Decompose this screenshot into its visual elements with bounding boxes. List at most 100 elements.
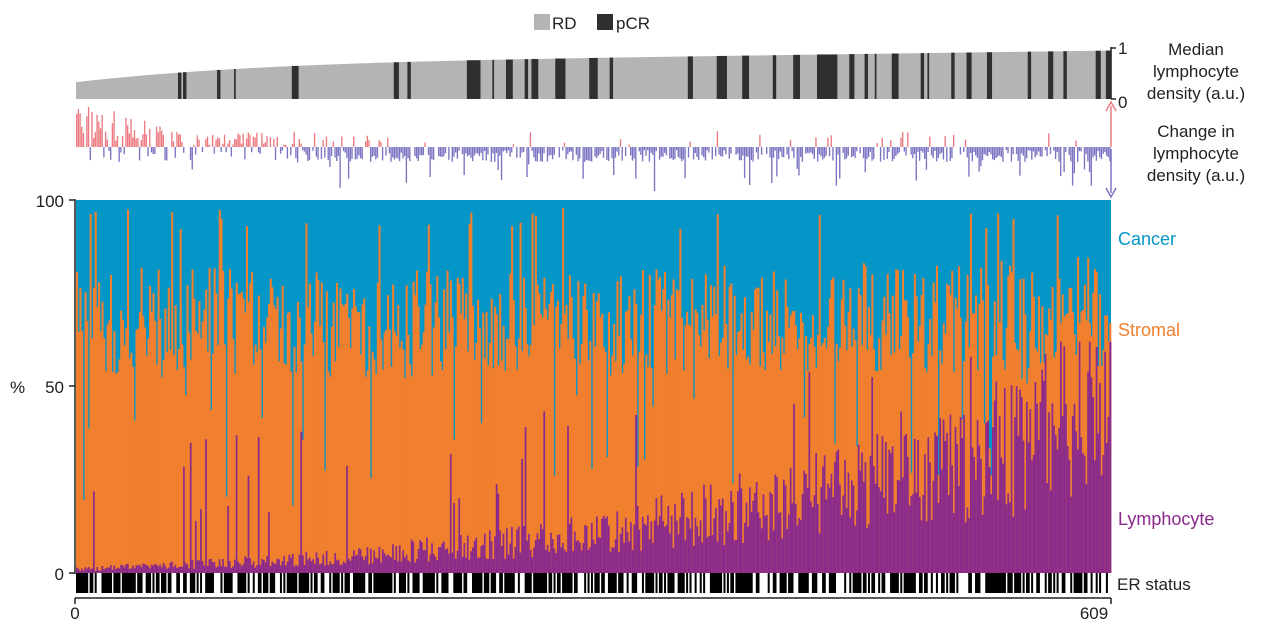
stromal-bar xyxy=(946,283,949,573)
stromal-bar xyxy=(1094,268,1097,573)
decrease-bar xyxy=(1020,147,1023,154)
stromal-bar xyxy=(281,285,284,573)
stromal-bar xyxy=(477,299,480,573)
decrease-bar xyxy=(779,147,781,152)
decrease-bar xyxy=(1094,147,1096,156)
er-positive-mark xyxy=(822,573,825,593)
lymphocyte-bar xyxy=(517,526,520,573)
stromal-bar xyxy=(604,351,607,573)
decrease-bar xyxy=(823,147,826,158)
lymphocyte-bar xyxy=(87,567,90,573)
stromal-bar xyxy=(232,339,235,573)
er-positive-mark xyxy=(635,573,638,593)
lymphocyte-bar xyxy=(376,558,379,573)
er-positive-mark xyxy=(658,573,661,593)
stromal-bar xyxy=(317,280,320,573)
stromal-bar xyxy=(575,395,578,573)
stromal-bar xyxy=(361,304,364,573)
stromal-bar xyxy=(108,320,111,573)
stromal-bar xyxy=(774,346,777,573)
decrease-bar xyxy=(613,147,615,176)
stromal-bar xyxy=(366,370,369,573)
lymphocyte-bar xyxy=(480,546,483,573)
er-positive-mark xyxy=(429,573,432,593)
lymphocyte-bar xyxy=(985,422,988,573)
lymphocyte-bar xyxy=(251,564,254,573)
decrease-bar xyxy=(421,147,423,156)
er-positive-mark xyxy=(271,573,274,593)
decrease-bar xyxy=(895,147,897,157)
stromal-bar xyxy=(439,361,442,573)
stromal-bar xyxy=(584,283,587,573)
lymphocyte-bar xyxy=(952,513,955,573)
er-positive-mark xyxy=(436,573,439,593)
decrease-bar xyxy=(164,147,166,161)
decrease-bar xyxy=(477,147,479,154)
lymphocyte-bar xyxy=(415,558,418,573)
stromal-bar xyxy=(694,309,697,573)
lymphocyte-bar xyxy=(128,569,131,573)
lymphocyte-bar xyxy=(662,520,665,573)
lymphocyte-bar xyxy=(205,439,208,573)
stromal-bar xyxy=(171,212,174,574)
lymphocyte-bar xyxy=(592,539,595,573)
decrease-bar xyxy=(910,147,912,155)
stromal-bar xyxy=(514,345,517,573)
er-positive-mark xyxy=(480,573,483,593)
lymphocyte-bar xyxy=(796,525,799,573)
er-positive-mark xyxy=(456,573,459,593)
lymphocyte-bar xyxy=(638,529,641,573)
lymphocyte-bar xyxy=(300,431,303,573)
er-positive-mark xyxy=(864,573,867,593)
stromal-bar xyxy=(336,282,339,573)
stromal-bar xyxy=(409,364,412,573)
lymphocyte-bar xyxy=(942,419,945,573)
lymphocyte-bar xyxy=(704,498,707,573)
lymphocyte-bar xyxy=(273,563,276,573)
lymphocyte-bar xyxy=(1029,409,1032,573)
increase-bar xyxy=(353,136,355,147)
stromal-bar xyxy=(104,371,107,573)
stromal-bar xyxy=(528,356,531,573)
decrease-bar xyxy=(567,147,569,155)
lymphocyte-bar xyxy=(713,518,716,573)
lymphocyte-bar xyxy=(232,566,235,573)
lymphocyte-bar xyxy=(895,504,898,573)
stromal-bar xyxy=(121,319,124,573)
decrease-bar xyxy=(370,147,372,162)
er-positive-mark xyxy=(1015,573,1018,593)
lymphocyte-bar xyxy=(176,568,179,573)
increase-bar xyxy=(313,133,316,147)
er-positive-mark xyxy=(524,573,527,593)
increase-bar xyxy=(944,136,946,147)
er-positive-mark xyxy=(783,573,785,593)
decrease-bar xyxy=(551,147,554,160)
stromal-bar xyxy=(686,311,689,573)
stromal-bar xyxy=(652,406,655,573)
stromal-bar xyxy=(794,325,797,573)
er-positive-mark xyxy=(881,573,884,593)
increase-bar xyxy=(160,130,163,147)
er-positive-mark xyxy=(191,573,194,593)
increase-bar xyxy=(113,111,115,147)
decrease-bar xyxy=(681,147,683,162)
stromal-bar xyxy=(978,303,981,573)
lymphocyte-bar xyxy=(1041,369,1044,573)
er-positive-mark xyxy=(118,573,121,593)
lymphocyte-bar xyxy=(426,537,429,573)
lymphocyte-bar xyxy=(776,477,779,573)
stromal-bar xyxy=(670,295,673,573)
lymphocyte-bar xyxy=(115,568,118,573)
lymphocyte-bar xyxy=(647,515,650,573)
increase-bar xyxy=(827,137,829,147)
decrease-bar xyxy=(959,147,962,155)
lymphocyte-bar xyxy=(890,453,893,573)
lymphocyte-bar xyxy=(363,560,366,573)
lymphocyte-bar xyxy=(526,540,529,573)
er-positive-mark xyxy=(505,573,508,593)
y-tick-label-0: 0 xyxy=(55,565,64,584)
lymphocyte-bar xyxy=(125,564,128,573)
er-positive-mark xyxy=(709,573,712,593)
lymphocyte-bar xyxy=(162,562,165,573)
er-positive-mark xyxy=(815,573,818,593)
